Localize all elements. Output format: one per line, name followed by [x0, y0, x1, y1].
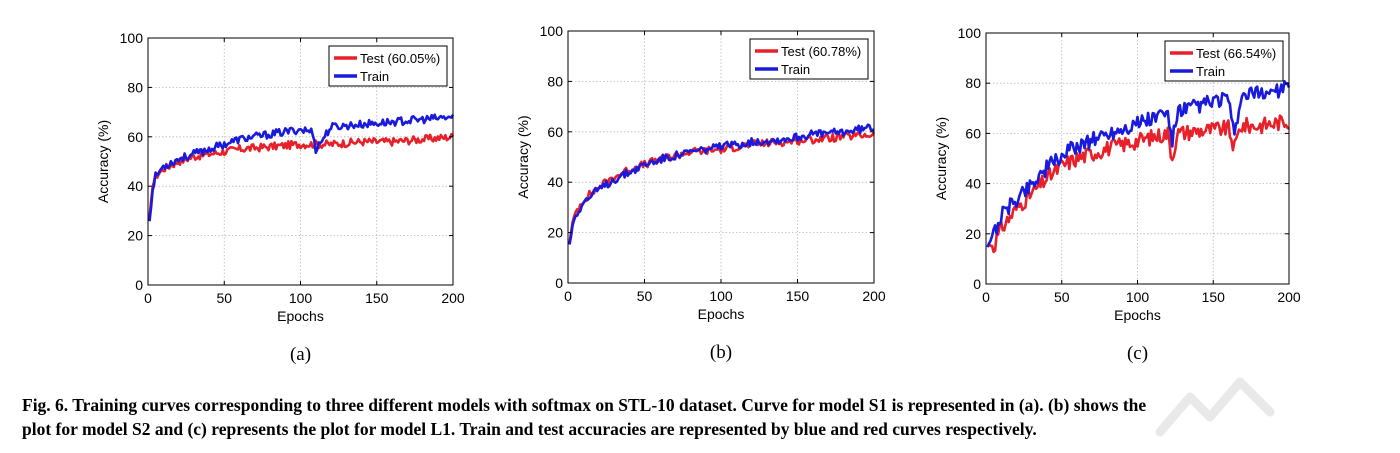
chart-panel-c: 0 50 100 150 200 0 20 40 60 80 100 Epochs Accuracy (…	[933, 25, 1301, 364]
y-tick-label: 0	[973, 276, 981, 292]
legend-box	[328, 45, 448, 87]
y-tick-label: 40	[965, 176, 981, 192]
legend-label-train: Train	[781, 62, 810, 77]
x-axis-label: Epochs	[698, 306, 745, 322]
y-tick-label: 80	[965, 75, 981, 91]
x-tick-label: 200	[1277, 289, 1301, 305]
x-axis-label: Epochs	[1114, 307, 1161, 323]
legend: Test (60.78%) Train	[749, 38, 869, 80]
x-tick-label: 150	[1202, 289, 1226, 305]
legend-label-test: Test (66.54%)	[1196, 46, 1276, 61]
y-axis-label: Accuracy (%)	[515, 115, 531, 198]
y-tick-label: 80	[127, 79, 143, 95]
legend: Test (60.05%) Train	[328, 45, 448, 87]
series-line-test	[148, 132, 455, 218]
x-tick-label: 50	[216, 290, 232, 306]
y-tick-label: 80	[547, 73, 563, 89]
legend-box	[749, 38, 869, 80]
y-tick-label: 40	[127, 178, 143, 194]
panel-label: (a)	[290, 344, 311, 365]
x-tick-label: 150	[365, 290, 389, 306]
y-tick-label: 100	[540, 23, 564, 39]
series-line-test	[987, 114, 1290, 254]
y-axis-label: Accuracy (%)	[933, 117, 949, 200]
panel-label: (b)	[710, 342, 732, 363]
chart-panel-b: 0 50 100 150 200 0 20 40 60 80 100 Epochs Accuracy (…	[515, 23, 886, 363]
y-tick-label: 100	[958, 25, 982, 41]
series-line-train	[986, 80, 1291, 248]
y-tick-label: 60	[965, 125, 981, 141]
legend: Test (66.54%) Train	[1164, 40, 1284, 82]
x-tick-label: 150	[786, 288, 810, 304]
x-tick-label: 100	[1126, 289, 1150, 305]
x-tick-label: 100	[709, 288, 733, 304]
y-tick-label: 40	[547, 174, 563, 190]
legend-label-train: Train	[360, 69, 389, 84]
y-tick-label: 100	[120, 30, 144, 46]
x-tick-label: 50	[637, 288, 653, 304]
x-tick-label: 0	[982, 289, 990, 305]
y-tick-label: 20	[547, 225, 563, 241]
legend-box	[1164, 40, 1284, 82]
x-tick-label: 200	[441, 290, 465, 306]
x-tick-label: 0	[564, 288, 572, 304]
y-tick-label: 0	[135, 277, 143, 293]
legend-label-train: Train	[1196, 64, 1225, 79]
series-line-train	[568, 123, 875, 245]
x-tick-label: 50	[1054, 289, 1070, 305]
legend-label-test: Test (60.05%)	[360, 51, 440, 66]
x-tick-label: 100	[289, 290, 313, 306]
y-tick-label: 20	[127, 228, 143, 244]
y-tick-label: 60	[547, 124, 563, 140]
y-tick-label: 20	[965, 226, 981, 242]
figure-caption: Fig. 6. Training curves corresponding to…	[22, 393, 1382, 441]
chart-panel-a: 0 50 100 150 200 0 20 40 60 80 100 Epochs Accuracy (…	[95, 30, 465, 365]
y-tick-label: 60	[127, 129, 143, 145]
panel-label: (c)	[1127, 343, 1148, 364]
y-axis-label: Accuracy (%)	[95, 120, 111, 203]
x-tick-label: 200	[862, 288, 886, 304]
x-axis-label: Epochs	[277, 308, 324, 324]
caption-line-2: plot for model S2 and (c) represents the…	[22, 419, 1037, 439]
x-tick-label: 0	[144, 290, 152, 306]
series-line-train	[148, 113, 455, 222]
y-tick-label: 0	[555, 275, 563, 291]
caption-line-1: Fig. 6. Training curves corresponding to…	[22, 395, 1147, 415]
legend-label-test: Test (60.78%)	[781, 44, 861, 59]
